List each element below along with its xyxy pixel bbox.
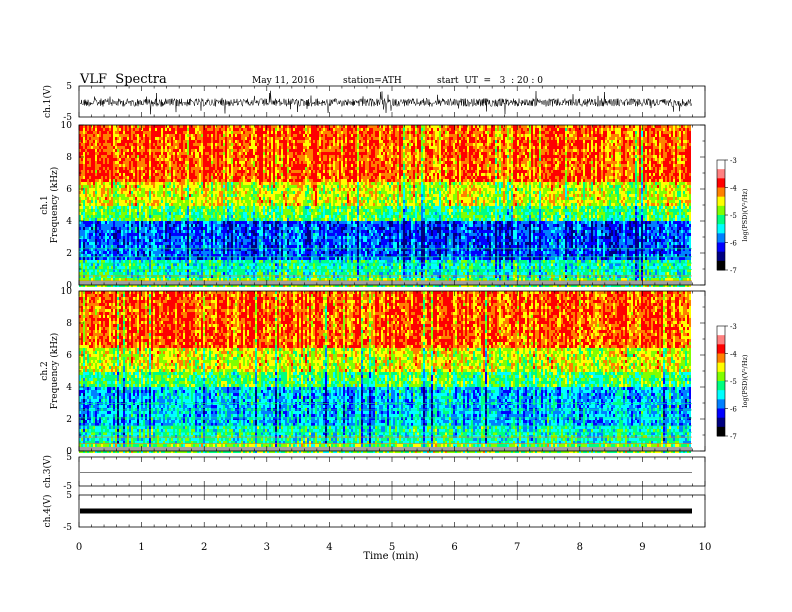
colorbar-tick-label: -6 — [730, 406, 737, 414]
ch3-ylabel: ch.3(V) — [42, 455, 53, 488]
colorbar-ch1: -3 -4 -5 -6 -7 log(PSD)(V²/Hz) — [717, 157, 749, 275]
ch4-waveform-panel: 5 -5 ch.4(V) — [42, 491, 705, 533]
colorbar-tick-label: -6 — [730, 240, 737, 248]
ch1-spectrogram-ylabel: ch.1Frequency (kHz) — [40, 167, 60, 244]
ch2-spectrogram-ytick-label: 4 — [66, 383, 72, 393]
xtick-label: 6 — [451, 542, 457, 553]
ch2-spectrogram-ytick-label: 2 — [66, 415, 72, 425]
colorbar-label: log(PSD)(V²/Hz) — [741, 354, 749, 407]
colorbar-tick-label: -7 — [730, 433, 737, 441]
ch1-spectrogram-ytick-label: 4 — [66, 217, 72, 227]
ch4-ytick-label-bottom: -5 — [63, 523, 72, 533]
ch1-spectrogram-low-strip — [79, 281, 692, 285]
ch2-spectrogram-cells — [79, 291, 692, 453]
ch1-spectrogram-ytick-label: 8 — [66, 153, 72, 163]
ch1-ytick-label-top: 5 — [66, 82, 72, 92]
xtick-label: 3 — [264, 542, 270, 553]
ch1-spectrogram-ytick-label: 10 — [61, 121, 73, 131]
ch4-waveform-trace — [80, 509, 692, 514]
colorbar-tick-label: -7 — [730, 267, 737, 275]
ch2-spectrogram-ytick-label: 8 — [66, 319, 72, 329]
ch2-spectrogram-ylabel: ch.2Frequency (kHz) — [40, 333, 60, 410]
colorbar-tick-label: -4 — [730, 351, 737, 359]
ch4-ylabel: ch.4(V) — [42, 495, 53, 528]
colorbar-tick-label: -5 — [730, 378, 737, 386]
ch1-waveform-trace — [80, 91, 692, 115]
xtick-label: 9 — [639, 542, 645, 553]
ch3-ytick-label-top: 5 — [66, 453, 72, 463]
xtick-label: 7 — [514, 542, 520, 553]
colorbar-tick-label: -3 — [730, 323, 737, 331]
ch2-spectrogram-ytick-label: 10 — [61, 287, 73, 297]
ch1-waveform-panel: 5-5ch.1(V) — [42, 82, 705, 123]
xtick-label: 4 — [326, 542, 332, 553]
colorbar-tick-label: -3 — [730, 157, 737, 165]
xtick-label: 1 — [138, 542, 144, 553]
xtick-label: 2 — [201, 542, 207, 553]
ch1-spectrogram-cells — [79, 125, 692, 287]
ch1-spectrogram-ytick-label: 6 — [66, 185, 72, 195]
colorbar-tick-label: -4 — [730, 185, 737, 193]
xtick-label: 8 — [577, 542, 583, 553]
ch1-spectrogram-ytick-label: 2 — [66, 249, 72, 259]
ch4-ytick-label-top: 5 — [66, 491, 72, 501]
ch2-spectrogram-low-strip — [79, 447, 692, 451]
colorbar-ch2: -3 -4 -5 -6 -7 log(PSD)(V²/Hz) — [717, 323, 749, 441]
xtick-label: 0 — [76, 542, 82, 553]
colorbar-tick-label: -5 — [730, 212, 737, 220]
ch2-spectrogram-ytick-label: 6 — [66, 351, 72, 361]
ch1-ylabel: ch.1(V) — [42, 85, 53, 118]
colorbar-label: log(PSD)(V²/Hz) — [741, 188, 749, 241]
xaxis-label: Time (min) — [363, 551, 418, 562]
xtick-label: 10 — [699, 542, 712, 553]
